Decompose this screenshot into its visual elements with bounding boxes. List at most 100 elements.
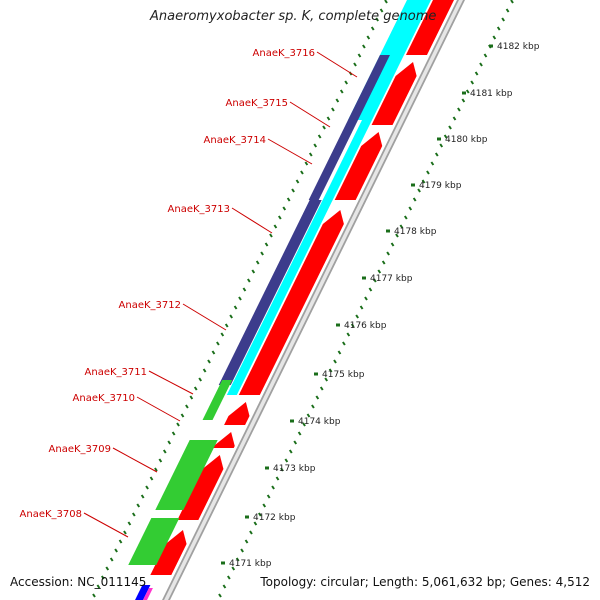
inner-minor-tick — [176, 422, 180, 427]
outer-minor-tick — [297, 431, 302, 436]
outer-minor-tick — [257, 512, 262, 517]
outer-minor-tick — [373, 278, 377, 283]
inner-minor-tick — [277, 215, 282, 220]
inner-minor-tick — [264, 242, 269, 247]
outer-minor-tick — [249, 530, 253, 535]
scale-label: 4174 kbp — [298, 417, 341, 427]
gene-label-leader — [231, 207, 273, 234]
inner-minor-tick — [335, 98, 340, 103]
inner-minor-tick — [118, 539, 123, 544]
outer-minor-tick — [399, 224, 404, 229]
inner-minor-tick — [273, 224, 278, 229]
gene-labels: AnaeK_3716 AnaeK_3715 AnaeK_3714 AnaeK_3713… — [20, 48, 358, 538]
inner-minor-tick — [202, 368, 207, 373]
outer-minor-tick — [333, 359, 337, 364]
misc-feature-pink — [143, 588, 153, 600]
inner-minor-tick — [344, 80, 349, 85]
scale-label: 4178 kbp — [394, 227, 437, 237]
forward-gene-0 — [405, 0, 454, 55]
scale-labels: 4182 kbp 4181 kbp 4180 kbp 4179 kbp 4178 kbp… — [221, 42, 540, 569]
inner-minor-tick — [216, 341, 220, 346]
backbone-highlight — [164, 0, 464, 600]
gene-label-leader — [316, 51, 358, 78]
inner-minor-tick — [339, 89, 344, 94]
inner-minor-tick — [379, 8, 384, 13]
inner-minor-tick — [251, 269, 256, 274]
outer-minor-tick — [483, 53, 488, 58]
outer-minor-tick — [395, 233, 399, 238]
inner-minor-tick — [109, 557, 114, 562]
gene-label-leader — [148, 370, 194, 395]
outer-minor-tick — [350, 323, 355, 328]
inner-minor-tick — [167, 440, 172, 445]
forward-gene-7 — [150, 530, 187, 575]
outer-minor-tick — [328, 368, 333, 373]
reverse-gene-green-0 — [202, 380, 233, 420]
inner-minor-tick — [269, 233, 273, 238]
scale-label: 4182 kbp — [497, 42, 540, 52]
gene-label: AnaeK_3711 — [85, 367, 147, 378]
outer-minor-tick — [324, 377, 329, 382]
inner-minor-tick — [140, 494, 145, 499]
inner-minor-tick — [131, 512, 136, 517]
outer-minor-tick — [288, 449, 293, 454]
scale-label: 4181 kbp — [470, 89, 513, 99]
outer-minor-tick — [452, 116, 457, 121]
outer-minor-tick — [426, 170, 430, 175]
scale-label: 4179 kbp — [419, 181, 462, 191]
inner-minor-tick — [136, 503, 141, 508]
inner-minor-tick — [362, 44, 366, 49]
inner-minor-tick — [92, 593, 96, 598]
outer-minor-tick — [240, 548, 244, 553]
outer-minor-tick — [346, 332, 351, 337]
gene-label-leader — [182, 303, 227, 331]
gene-label-leader — [83, 512, 129, 538]
forward-gene-3 — [238, 210, 344, 395]
inner-minor-tick — [149, 476, 154, 481]
outer-minor-tick — [342, 341, 346, 346]
inner-minor-tick — [353, 62, 357, 67]
reverse-gene-teal-1 — [226, 120, 373, 395]
accession-text: Accession: NC_011145 — [10, 575, 147, 589]
inner-minor-tick — [224, 323, 229, 328]
inner-minor-tick — [370, 26, 375, 31]
gene-label-leader — [267, 138, 313, 165]
outer-minor-tick — [280, 467, 284, 472]
inner-minor-tick — [171, 431, 176, 436]
reverse-gene-green-1 — [155, 440, 218, 510]
inner-minor-tick — [145, 485, 149, 490]
outer-minor-tick — [364, 296, 368, 301]
inner-minor-tick — [331, 107, 335, 112]
outer-minor-tick — [275, 476, 280, 481]
outer-minor-tick — [510, 0, 514, 4]
gene-label: AnaeK_3714 — [204, 135, 266, 146]
outer-minor-tick — [271, 485, 275, 490]
gene-label: AnaeK_3708 — [20, 509, 82, 520]
inner-minor-tick — [198, 377, 203, 382]
outer-minor-tick — [381, 260, 386, 265]
inner-minor-tick — [286, 197, 291, 202]
inner-minor-tick — [220, 332, 225, 337]
gene-label-leader — [136, 396, 181, 422]
inner-minor-tick — [185, 404, 189, 409]
gene-label-leader — [112, 447, 158, 473]
outer-minor-tick — [231, 566, 236, 571]
outer-minor-tick — [359, 305, 364, 310]
outer-minor-tick — [501, 17, 505, 22]
inner-minor-tick — [242, 287, 247, 292]
outer-minor-tick — [386, 251, 390, 256]
outer-minor-tick — [492, 35, 497, 40]
inner-minor-tick — [101, 575, 105, 580]
gene-label: AnaeK_3716 — [253, 48, 315, 59]
inner-minor-tick — [357, 53, 362, 58]
inner-minor-tick — [313, 143, 318, 148]
inner-minor-tick — [114, 548, 118, 553]
inner-minor-tick — [366, 35, 371, 40]
scale-label: 4180 kbp — [445, 135, 488, 145]
outer-minor-tick — [222, 584, 227, 589]
outer-minor-tick — [390, 242, 395, 247]
scale-label: 4172 kbp — [253, 513, 296, 523]
inner-minor-tick — [189, 395, 194, 400]
outer-minor-tick — [293, 440, 298, 445]
